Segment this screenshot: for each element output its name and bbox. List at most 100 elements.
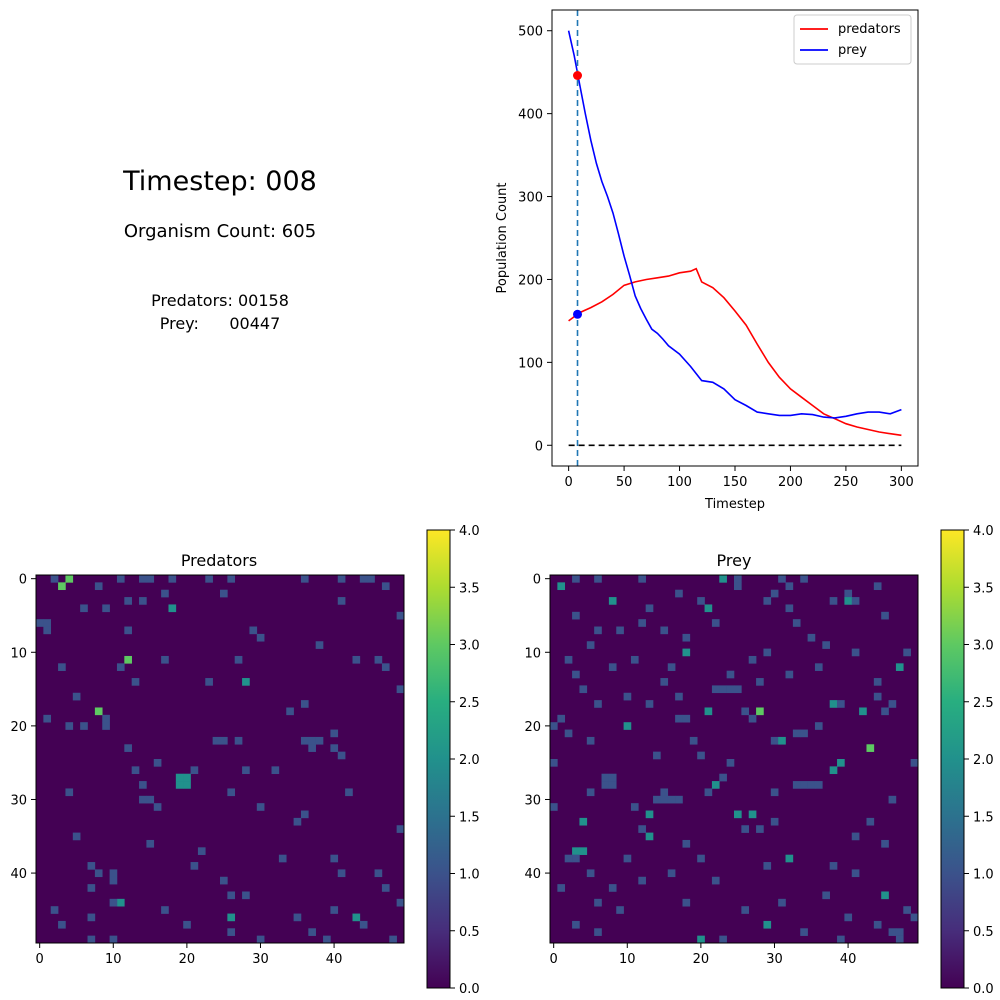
x-tick-label: 20 [693, 952, 710, 967]
heatmap-cell [910, 759, 919, 767]
heatmap-cell [660, 626, 669, 635]
heatmap-cell [102, 604, 110, 613]
heatmap-cell [300, 575, 309, 583]
heatmap-cell [564, 854, 573, 863]
heatmap-cell [667, 663, 676, 671]
x-tick-label: 50 [616, 475, 633, 490]
heatmap-cell [168, 604, 177, 613]
heatmap-cell [638, 876, 646, 885]
heatmap-cell [630, 655, 639, 664]
heatmap-cell [814, 781, 823, 789]
heatmap-cell [359, 575, 368, 583]
heatmap-cell [895, 663, 904, 671]
heatmap-cell [682, 714, 691, 723]
x-axis-label: Timestep [704, 497, 765, 512]
y-tick-label: 40 [524, 867, 541, 882]
legend-prey-label: prey [838, 43, 867, 58]
heatmap-cell [396, 611, 405, 620]
heatmap-cell [124, 626, 132, 635]
heatmap-cell [271, 766, 280, 775]
heatmap-cell [337, 575, 346, 583]
heatmap-cell [594, 575, 602, 583]
heatmap-cell [770, 589, 779, 598]
heatmap-cell [763, 648, 772, 657]
heatmap-cell [87, 862, 96, 870]
heatmap-cell [814, 722, 823, 730]
heatmap-cell [888, 700, 897, 708]
heatmap-cell [675, 714, 683, 723]
heatmap-cell [256, 803, 265, 811]
heatmap-cell [65, 788, 74, 797]
heatmap-cell [667, 869, 676, 878]
x-tick-label: 250 [833, 475, 858, 490]
heatmap-cell [579, 685, 588, 694]
y-tick-label: 0 [535, 439, 543, 454]
heatmap-cell [131, 766, 140, 775]
heatmap-cell [153, 803, 162, 811]
heatmap-cell [608, 884, 617, 892]
heatmap-cell [837, 935, 845, 944]
heatmap-cell [851, 869, 860, 878]
heatmap-cell [65, 575, 74, 583]
heatmap-cell [829, 862, 838, 870]
heatmap-cell [645, 832, 654, 841]
heatmap-cell [748, 655, 757, 664]
heatmap-cell [829, 700, 838, 708]
y-tick-label: 400 [518, 108, 543, 123]
heatmap-cell [175, 773, 184, 782]
heatmap-cell [719, 773, 727, 782]
heatmap-cell [785, 854, 794, 863]
heatmap-cell [227, 928, 236, 936]
organism-count-label: Organism Count: 605 [123, 221, 317, 242]
heatmap-cell [323, 935, 331, 944]
x-tick-label: 150 [723, 475, 748, 490]
heatmap-cell [146, 795, 155, 804]
heatmap-cell [881, 611, 889, 620]
heatmap-cell [337, 751, 346, 760]
heatmap-cell [330, 729, 339, 738]
heatmap-cell [87, 913, 96, 922]
heatmap-cell [770, 817, 779, 826]
heatmap-cell [94, 582, 103, 591]
heatmap-cell [550, 722, 558, 730]
heatmap-cell [800, 729, 808, 738]
heatmap-cell [616, 906, 624, 914]
heatmap-cell [109, 935, 118, 944]
heatmap-cell [330, 854, 339, 863]
heatmap-cell [873, 692, 882, 701]
heatmap-cell [778, 898, 786, 907]
heatmap-cell [748, 810, 757, 819]
heatmap-cell [719, 685, 727, 694]
heatmap-cell [682, 898, 691, 907]
heatmap-cell [866, 744, 875, 752]
heatmap-cell [660, 788, 669, 797]
heatmap-cell [109, 876, 118, 885]
colorbar-tick-label: 0.5 [459, 925, 480, 940]
heatmap-cell [124, 744, 132, 752]
heatmap-cell [205, 678, 213, 686]
heatmap-cell [94, 869, 103, 878]
heatmap-cell [579, 847, 588, 855]
heatmap-cell [396, 825, 405, 833]
heatmap-cell [608, 781, 617, 789]
heatmap-cell [682, 839, 691, 848]
heatmap-cell [807, 633, 816, 642]
heatmap-cell [116, 575, 125, 583]
colorbar-tick-label: 1.0 [973, 868, 994, 883]
heatmap-cell [667, 795, 676, 804]
heatmap-cell [572, 920, 580, 929]
heatmap-cell [161, 906, 169, 914]
heatmap-cell [734, 575, 742, 583]
heatmap-cell [682, 633, 691, 642]
plot-frame [551, 9, 919, 467]
heatmap-cell [58, 582, 66, 591]
heatmap-cell [792, 729, 801, 738]
colorbar-tick-label: 3.5 [973, 581, 994, 596]
heatmap-cell [888, 795, 897, 804]
heatmap-cell [697, 597, 705, 605]
colorbar-tick-label: 3.0 [459, 639, 480, 654]
population-line-chart: 0 50 100 150 200 250 300 0 100 200 300 400 500 Times… [495, 9, 919, 512]
heatmap-cell [586, 869, 595, 878]
heatmap-cell [564, 655, 573, 664]
heatmap-cell [734, 685, 742, 694]
